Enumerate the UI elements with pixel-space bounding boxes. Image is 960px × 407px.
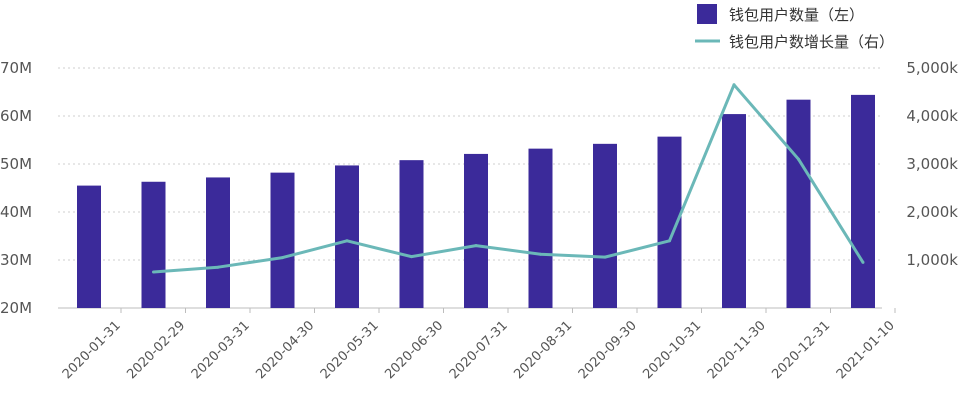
y-right-tick-label: 2,000k xyxy=(906,203,958,221)
legend-bar-label: 钱包用户数量（左） xyxy=(729,6,864,24)
y-right-tick-label: 4,000k xyxy=(906,107,958,125)
x-tick-label: 2020-09-30 xyxy=(576,318,640,382)
x-tick-label: 2020-02-29 xyxy=(124,318,188,382)
legend-line-label: 钱包用户数增长量（右） xyxy=(729,33,894,51)
bar xyxy=(593,143,617,308)
y-left-tick-label: 40M xyxy=(0,203,32,221)
line-point xyxy=(668,239,671,243)
y-left-tick-label: 70M xyxy=(0,59,32,77)
bar xyxy=(77,185,101,308)
bar xyxy=(786,99,811,309)
y-right-tick-label: 3,000k xyxy=(906,155,958,173)
x-tick-label: 2020-12-31 xyxy=(769,318,833,382)
line-point xyxy=(861,260,865,264)
line-point xyxy=(732,83,736,87)
bar xyxy=(851,94,875,308)
line-point xyxy=(345,239,349,243)
legend-bar-swatch xyxy=(697,4,717,24)
bar xyxy=(206,177,230,308)
x-tick-label: 2020-01-31 xyxy=(60,318,124,382)
y-right-tick-label: 5,000k xyxy=(906,59,958,77)
x-tick-label: 2020-04-30 xyxy=(253,318,317,382)
bar xyxy=(464,153,488,308)
line-point xyxy=(474,244,478,248)
line-point xyxy=(797,157,800,161)
y-right-tick-label: 1,000k xyxy=(906,251,958,269)
line-layer xyxy=(152,83,865,274)
x-tick-label: 2020-05-31 xyxy=(318,318,382,382)
bars-layer xyxy=(77,94,875,309)
line-point xyxy=(539,252,542,256)
bar xyxy=(528,148,553,308)
line-point xyxy=(603,255,607,259)
bar xyxy=(722,114,746,308)
y-left-tick-label: 20M xyxy=(0,299,32,317)
line-point xyxy=(152,270,155,274)
x-tick-label: 2020-03-31 xyxy=(189,318,253,382)
left-axis: 20M 30M 40M 50M 60M 70M xyxy=(0,59,32,317)
y-left-tick-label: 60M xyxy=(0,107,32,125)
line-series xyxy=(153,83,865,274)
x-tick-label: 2020-11-30 xyxy=(705,318,769,382)
line-point xyxy=(410,255,413,259)
y-left-tick-label: 50M xyxy=(0,155,32,173)
bar xyxy=(399,160,424,308)
x-tick-label: 2020-06-30 xyxy=(382,318,446,382)
x-tick-label: 2020-08-31 xyxy=(511,318,575,382)
bar xyxy=(270,172,295,308)
right-axis: 1,000k 2,000k 3,000k 4,000k 5,000k xyxy=(906,59,958,269)
bar xyxy=(141,181,166,308)
x-tick-label: 2020-10-31 xyxy=(640,318,704,382)
y-left-tick-label: 30M xyxy=(0,251,32,269)
line-point xyxy=(216,265,220,269)
x-tick-label: 2020-07-31 xyxy=(447,318,511,382)
x-axis: 2020-01-31 2020-02-29 2020-03-31 2020-04-30… xyxy=(60,308,898,382)
line-point xyxy=(281,256,284,260)
legend: 钱包用户数量（左） 钱包用户数增长量（右） xyxy=(695,4,894,51)
bar xyxy=(335,165,359,308)
x-tick-label: 2021-01-10 xyxy=(834,318,898,382)
